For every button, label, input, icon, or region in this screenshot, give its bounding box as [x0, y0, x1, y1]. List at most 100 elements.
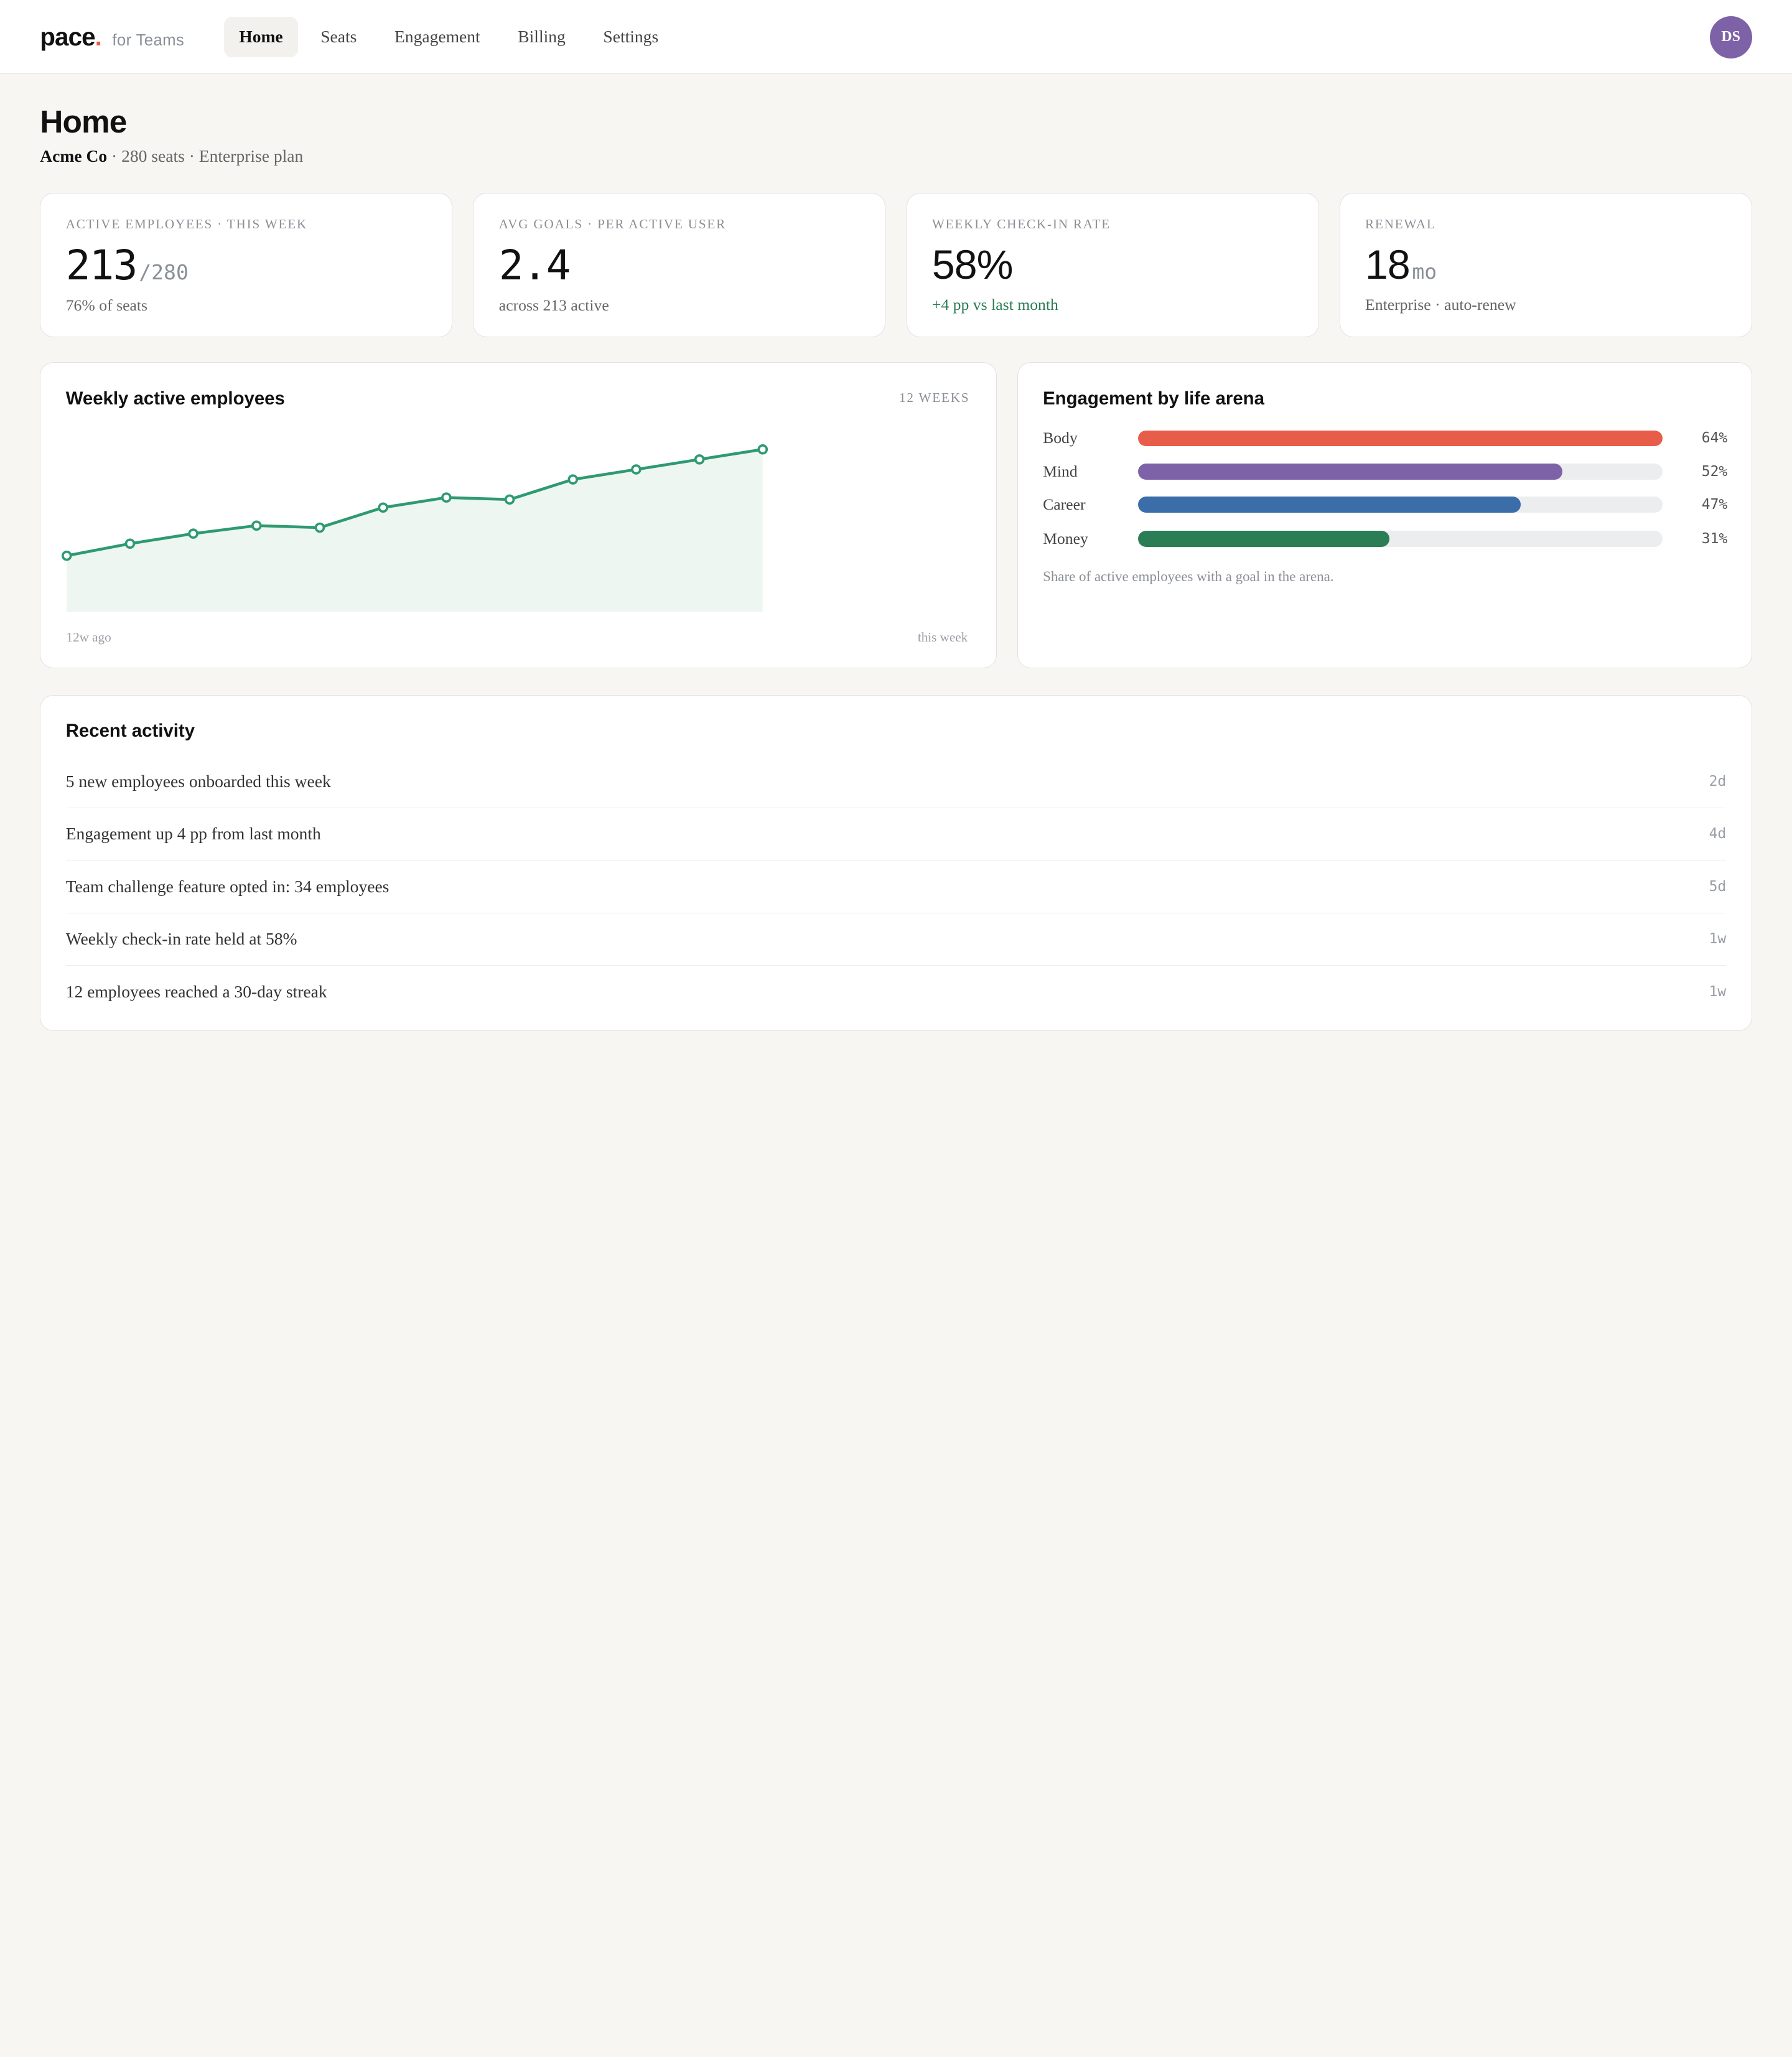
stat-label: Renewal	[1365, 217, 1436, 232]
activity-item[interactable]: Engagement up 4 pp from last month 4d	[65, 808, 1727, 861]
chart-point[interactable]	[441, 492, 452, 503]
arena-footnote: Share of active employees with a goal in…	[1043, 568, 1334, 584]
activity-item[interactable]: Weekly check-in rate held at 58% 1w	[65, 913, 1727, 966]
activity-time: 4d	[1709, 826, 1727, 842]
weekly-active-chart-card: Weekly active employees 12 weeks	[40, 362, 997, 669]
arena-bar-track	[1137, 531, 1663, 547]
chart-point[interactable]	[378, 502, 389, 513]
chart-point[interactable]	[567, 474, 579, 485]
nav-settings[interactable]: Settings	[603, 27, 659, 47]
arena-bar-fill	[1137, 463, 1563, 480]
arena-name: Body	[1043, 429, 1078, 447]
activity-text: 12 employees reached a 30-day streak	[65, 982, 327, 1002]
chart-range-label: 12 weeks	[898, 390, 970, 406]
stat-value: 213 /280	[66, 241, 427, 289]
nav-engagement[interactable]: Engagement	[394, 27, 480, 47]
nav-billing[interactable]: Billing	[518, 27, 566, 47]
arena-percent: 64%	[1701, 430, 1728, 447]
stat-card-checkin-rate: Weekly check-in rate 58% +4 pp vs last m…	[906, 193, 1319, 337]
arena-bar-fill	[1137, 531, 1390, 547]
arena-row-body: Body 64%	[1043, 427, 1727, 450]
recent-activity-card: Recent activity 5 new employees onboarde…	[40, 694, 1752, 1031]
chart-point[interactable]	[757, 444, 768, 455]
stat-note: 76% of seats	[65, 296, 148, 314]
chart-point[interactable]	[124, 538, 136, 549]
chart-title: Weekly active employees	[65, 388, 285, 409]
arena-row-money: Money 31%	[1043, 528, 1727, 551]
arena-percent: 31%	[1701, 531, 1728, 548]
stat-label: Active employees · this week	[65, 217, 308, 232]
chart-point[interactable]	[631, 464, 642, 475]
arena-percent: 52%	[1701, 463, 1728, 480]
stat-main-value: 18	[1365, 241, 1411, 288]
stat-suffix: mo	[1412, 259, 1437, 284]
arena-name: Mind	[1043, 462, 1078, 480]
activity-list: 5 new employees onboarded this week 2d E…	[65, 755, 1727, 1018]
nav-home[interactable]: Home	[224, 16, 298, 57]
activity-item[interactable]: Team challenge feature opted in: 34 empl…	[65, 861, 1727, 913]
activity-time: 1w	[1709, 931, 1727, 948]
activity-item[interactable]: 12 employees reached a 30-day streak 1w	[66, 966, 1727, 1018]
stat-main-value: 213	[65, 241, 138, 289]
stat-suffix: /280	[139, 259, 189, 284]
brand-subtitle: for Teams	[112, 31, 185, 49]
brand-name: pace	[40, 22, 95, 51]
chart-point[interactable]	[251, 520, 262, 531]
activity-text: Weekly check-in rate held at 58%	[65, 929, 297, 949]
chart-end-label: this week	[917, 630, 968, 645]
stat-card-avg-goals: Avg goals · per active user 2.4 across 2…	[473, 193, 886, 337]
arena-title: Engagement by life arena	[1043, 388, 1264, 409]
app-root: pace. for Teams Home Seats Engagement Bi…	[0, 0, 1792, 1031]
chart-point[interactable]	[188, 528, 199, 539]
arena-bar-track	[1137, 497, 1663, 513]
stat-card-renewal: Renewal 18 mo Enterprise · auto-renew	[1339, 193, 1752, 337]
stat-card-active-employees: Active employees · this week 213 /280 76…	[40, 193, 453, 337]
user-avatar[interactable]: DS	[1709, 16, 1752, 58]
activity-text: Team challenge feature opted in: 34 empl…	[65, 876, 390, 896]
main-nav: Home Seats Engagement Billing Settings	[224, 16, 681, 57]
activity-time: 1w	[1709, 984, 1727, 1001]
activity-time: 5d	[1709, 878, 1727, 895]
stat-main-value: 2.4	[498, 241, 571, 289]
stat-note: across 213 active	[498, 296, 609, 314]
chart-point[interactable]	[62, 551, 72, 561]
arena-bar-fill	[1137, 430, 1663, 447]
arena-bar-track	[1137, 430, 1663, 447]
page-subtitle: Acme Co · 280 seats · Enterprise plan	[40, 146, 303, 166]
stat-note: Enterprise · auto-renew	[1365, 295, 1516, 314]
activity-item[interactable]: 5 new employees onboarded this week 2d	[65, 755, 1727, 808]
arena-percent: 47%	[1701, 496, 1728, 513]
arena-bar-fill	[1137, 497, 1521, 513]
top-nav: pace. for Teams Home Seats Engagement Bi…	[0, 0, 1792, 75]
weekly-active-chart	[62, 444, 768, 612]
stat-value: 2.4	[499, 241, 860, 289]
arena-row-career: Career 47%	[1043, 493, 1727, 516]
chart-start-label: 12w ago	[66, 630, 111, 645]
arena-name: Money	[1043, 529, 1088, 548]
stat-main-value: 58%	[931, 241, 1013, 288]
stat-label: Avg goals · per active user	[498, 217, 727, 232]
chart-point[interactable]	[505, 494, 515, 505]
brand-logo[interactable]: pace. for Teams	[40, 22, 184, 52]
chart-area-fill	[67, 449, 763, 612]
activity-text: Engagement up 4 pp from last month	[65, 824, 321, 844]
activity-time: 2d	[1709, 773, 1727, 790]
stat-label: Weekly check-in rate	[931, 217, 1111, 232]
chart-point[interactable]	[694, 454, 705, 465]
activity-text: 5 new employees onboarded this week	[65, 771, 331, 791]
stat-value: 58%	[932, 241, 1293, 289]
stat-value: 18 mo	[1365, 241, 1726, 289]
activity-title: Recent activity	[65, 721, 195, 742]
brand-dot: .	[95, 22, 102, 51]
stat-note: +4 pp vs last month	[931, 295, 1058, 314]
nav-seats[interactable]: Seats	[320, 27, 357, 47]
chart-series-line	[67, 448, 763, 557]
arena-engagement-card: Engagement by life arena Body 64% Mind 5…	[1017, 362, 1752, 669]
org-name: Acme Co	[40, 146, 108, 166]
chart-point[interactable]	[315, 522, 325, 533]
page-title: Home	[40, 103, 127, 140]
org-meta: · 280 seats · Enterprise plan	[107, 146, 304, 166]
arena-name: Career	[1043, 495, 1086, 513]
arena-bar-track	[1137, 463, 1663, 480]
arena-row-mind: Mind 52%	[1043, 460, 1727, 483]
